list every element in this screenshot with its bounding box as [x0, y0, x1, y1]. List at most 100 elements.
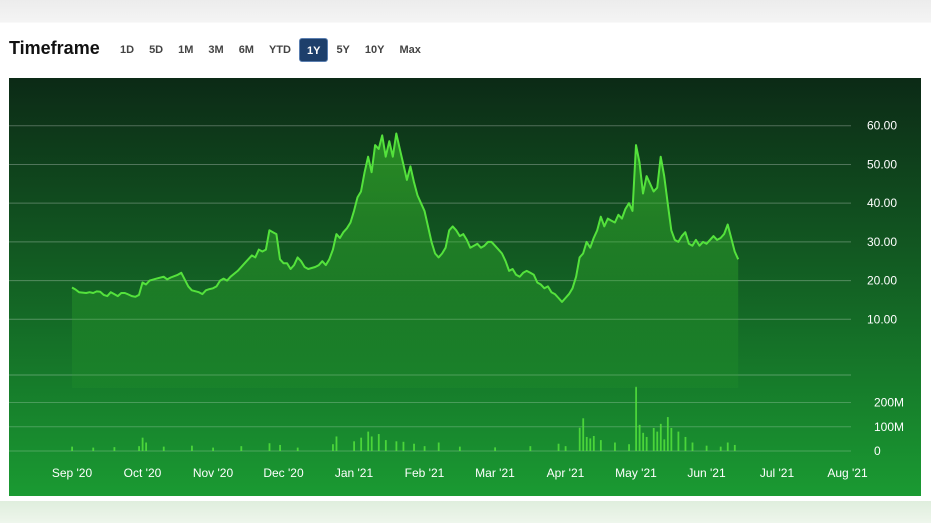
volume-bar — [395, 441, 398, 451]
tab-5d[interactable]: 5D — [149, 44, 164, 56]
tab-1m[interactable]: 1M — [178, 44, 194, 56]
volume-bar — [113, 447, 116, 451]
price-area — [72, 133, 739, 388]
volume-bar — [437, 442, 440, 451]
volume-bar — [145, 442, 148, 451]
volume-bar — [335, 436, 338, 451]
volume-bar — [296, 447, 299, 451]
tab-6m[interactable]: 6M — [238, 44, 254, 56]
volume-bar — [691, 442, 694, 451]
volume-bar — [138, 446, 140, 451]
volume-bar — [582, 418, 585, 451]
volume-bar — [733, 444, 736, 451]
x-tick-label: Jan '21 — [335, 466, 374, 480]
volume-bar — [726, 442, 729, 451]
volume-bar — [370, 436, 373, 451]
volume-bar — [353, 441, 355, 451]
volume-bar — [642, 432, 645, 451]
y-tick-label: 20.00 — [867, 274, 897, 288]
volume-bar — [666, 417, 669, 451]
tab-5y[interactable]: 5Y — [336, 44, 350, 56]
y-tick-label: 30.00 — [867, 235, 897, 249]
volume-bar — [402, 441, 405, 451]
x-tick-label: Feb '21 — [405, 466, 445, 480]
x-tick-label: Nov '20 — [193, 466, 234, 480]
volume-tick-label: 0 — [874, 444, 881, 458]
x-tick-label: Aug '21 — [827, 466, 868, 480]
volume-bar — [684, 436, 687, 451]
volume-bar — [592, 435, 595, 451]
volume-bar — [635, 386, 637, 451]
volume-bar — [589, 438, 592, 451]
x-tick-label: May '21 — [615, 466, 657, 480]
volume-axis-ticks: 200M 100M 0 — [874, 396, 904, 458]
volume-bar — [162, 446, 165, 451]
price-line — [71, 132, 740, 303]
volume-bar — [141, 437, 144, 451]
volume-bar — [212, 447, 214, 451]
tab-1d[interactable]: 1D — [120, 44, 135, 56]
volume-tick-label: 200M — [874, 396, 904, 410]
x-tick-label: Jul '21 — [760, 466, 795, 480]
tab-10y[interactable]: 10Y — [364, 44, 385, 56]
volume-bar — [652, 427, 655, 451]
x-tick-label: Sep '20 — [52, 466, 93, 480]
volume-bar — [585, 436, 588, 451]
volume-bars — [71, 386, 736, 451]
tab-1y[interactable]: 1Y — [298, 38, 329, 62]
tab-ytd[interactable]: YTD — [268, 44, 291, 56]
x-tick-label: Mar '21 — [475, 466, 515, 480]
volume-bar — [705, 445, 708, 451]
chart-svg: 60.00 50.00 40.00 30.00 20.00 10.00 200M 100M 0… — [9, 78, 921, 496]
tab-3m[interactable]: 3M — [208, 44, 224, 56]
volume-bar — [367, 431, 370, 451]
volume-bar — [71, 446, 73, 451]
volume-bar — [628, 444, 630, 451]
x-tick-label: Jun '21 — [687, 466, 726, 480]
volume-bar — [494, 447, 496, 451]
volume-bar — [423, 446, 426, 451]
volume-tick-label: 100M — [874, 420, 904, 434]
y-tick-label: 10.00 — [867, 312, 897, 326]
volume-bar — [377, 434, 380, 451]
y-tick-label: 60.00 — [867, 119, 897, 133]
timeframe-header: Timeframe 1D 5D 1M 3M 6M YTD 1Y 5Y 10Y M… — [0, 23, 931, 77]
chart-panel: Timeframe 1D 5D 1M 3M 6M YTD 1Y 5Y 10Y M… — [0, 23, 931, 501]
y-axis-ticks: 60.00 50.00 40.00 30.00 20.00 10.00 — [867, 119, 897, 327]
volume-bar — [659, 423, 662, 451]
volume-bar — [458, 446, 461, 451]
volume-bar — [564, 446, 567, 451]
volume-bar — [677, 431, 680, 451]
price-chart[interactable]: 60.00 50.00 40.00 30.00 20.00 10.00 200M 100M 0… — [9, 78, 921, 496]
volume-bar — [614, 442, 616, 451]
volume-bar — [529, 446, 532, 451]
y-tick-label: 40.00 — [867, 196, 897, 210]
volume-bar — [240, 446, 243, 451]
x-axis-ticks: Sep '20 Oct '20 Nov '20 Dec '20 Jan '21 Feb '… — [52, 466, 868, 480]
y-tick-label: 50.00 — [867, 157, 897, 171]
tab-max[interactable]: Max — [399, 44, 421, 56]
volume-bar — [599, 440, 602, 451]
volume-bar — [638, 424, 641, 451]
volume-bar — [268, 443, 271, 451]
volume-bar — [578, 427, 581, 451]
volume-bar — [413, 443, 415, 451]
timeframe-title: Timeframe — [9, 38, 100, 58]
volume-bar — [332, 444, 334, 451]
x-tick-label: Apr '21 — [547, 466, 585, 480]
volume-bar — [360, 437, 363, 451]
volume-bar — [663, 439, 666, 451]
volume-bar — [279, 444, 281, 451]
x-tick-label: Dec '20 — [263, 466, 304, 480]
timeframe-tabs: 1D 5D 1M 3M 6M YTD 1Y 5Y 10Y Max — [113, 38, 429, 62]
volume-bar — [656, 431, 659, 451]
volume-bar — [670, 427, 673, 451]
volume-bar — [645, 436, 648, 451]
volume-bar — [191, 445, 193, 451]
price-series — [71, 132, 740, 388]
volume-bar — [557, 443, 560, 451]
volume-bar — [719, 446, 722, 451]
x-tick-label: Oct '20 — [124, 466, 162, 480]
volume-bar — [384, 440, 387, 451]
volume-bar — [92, 447, 95, 451]
